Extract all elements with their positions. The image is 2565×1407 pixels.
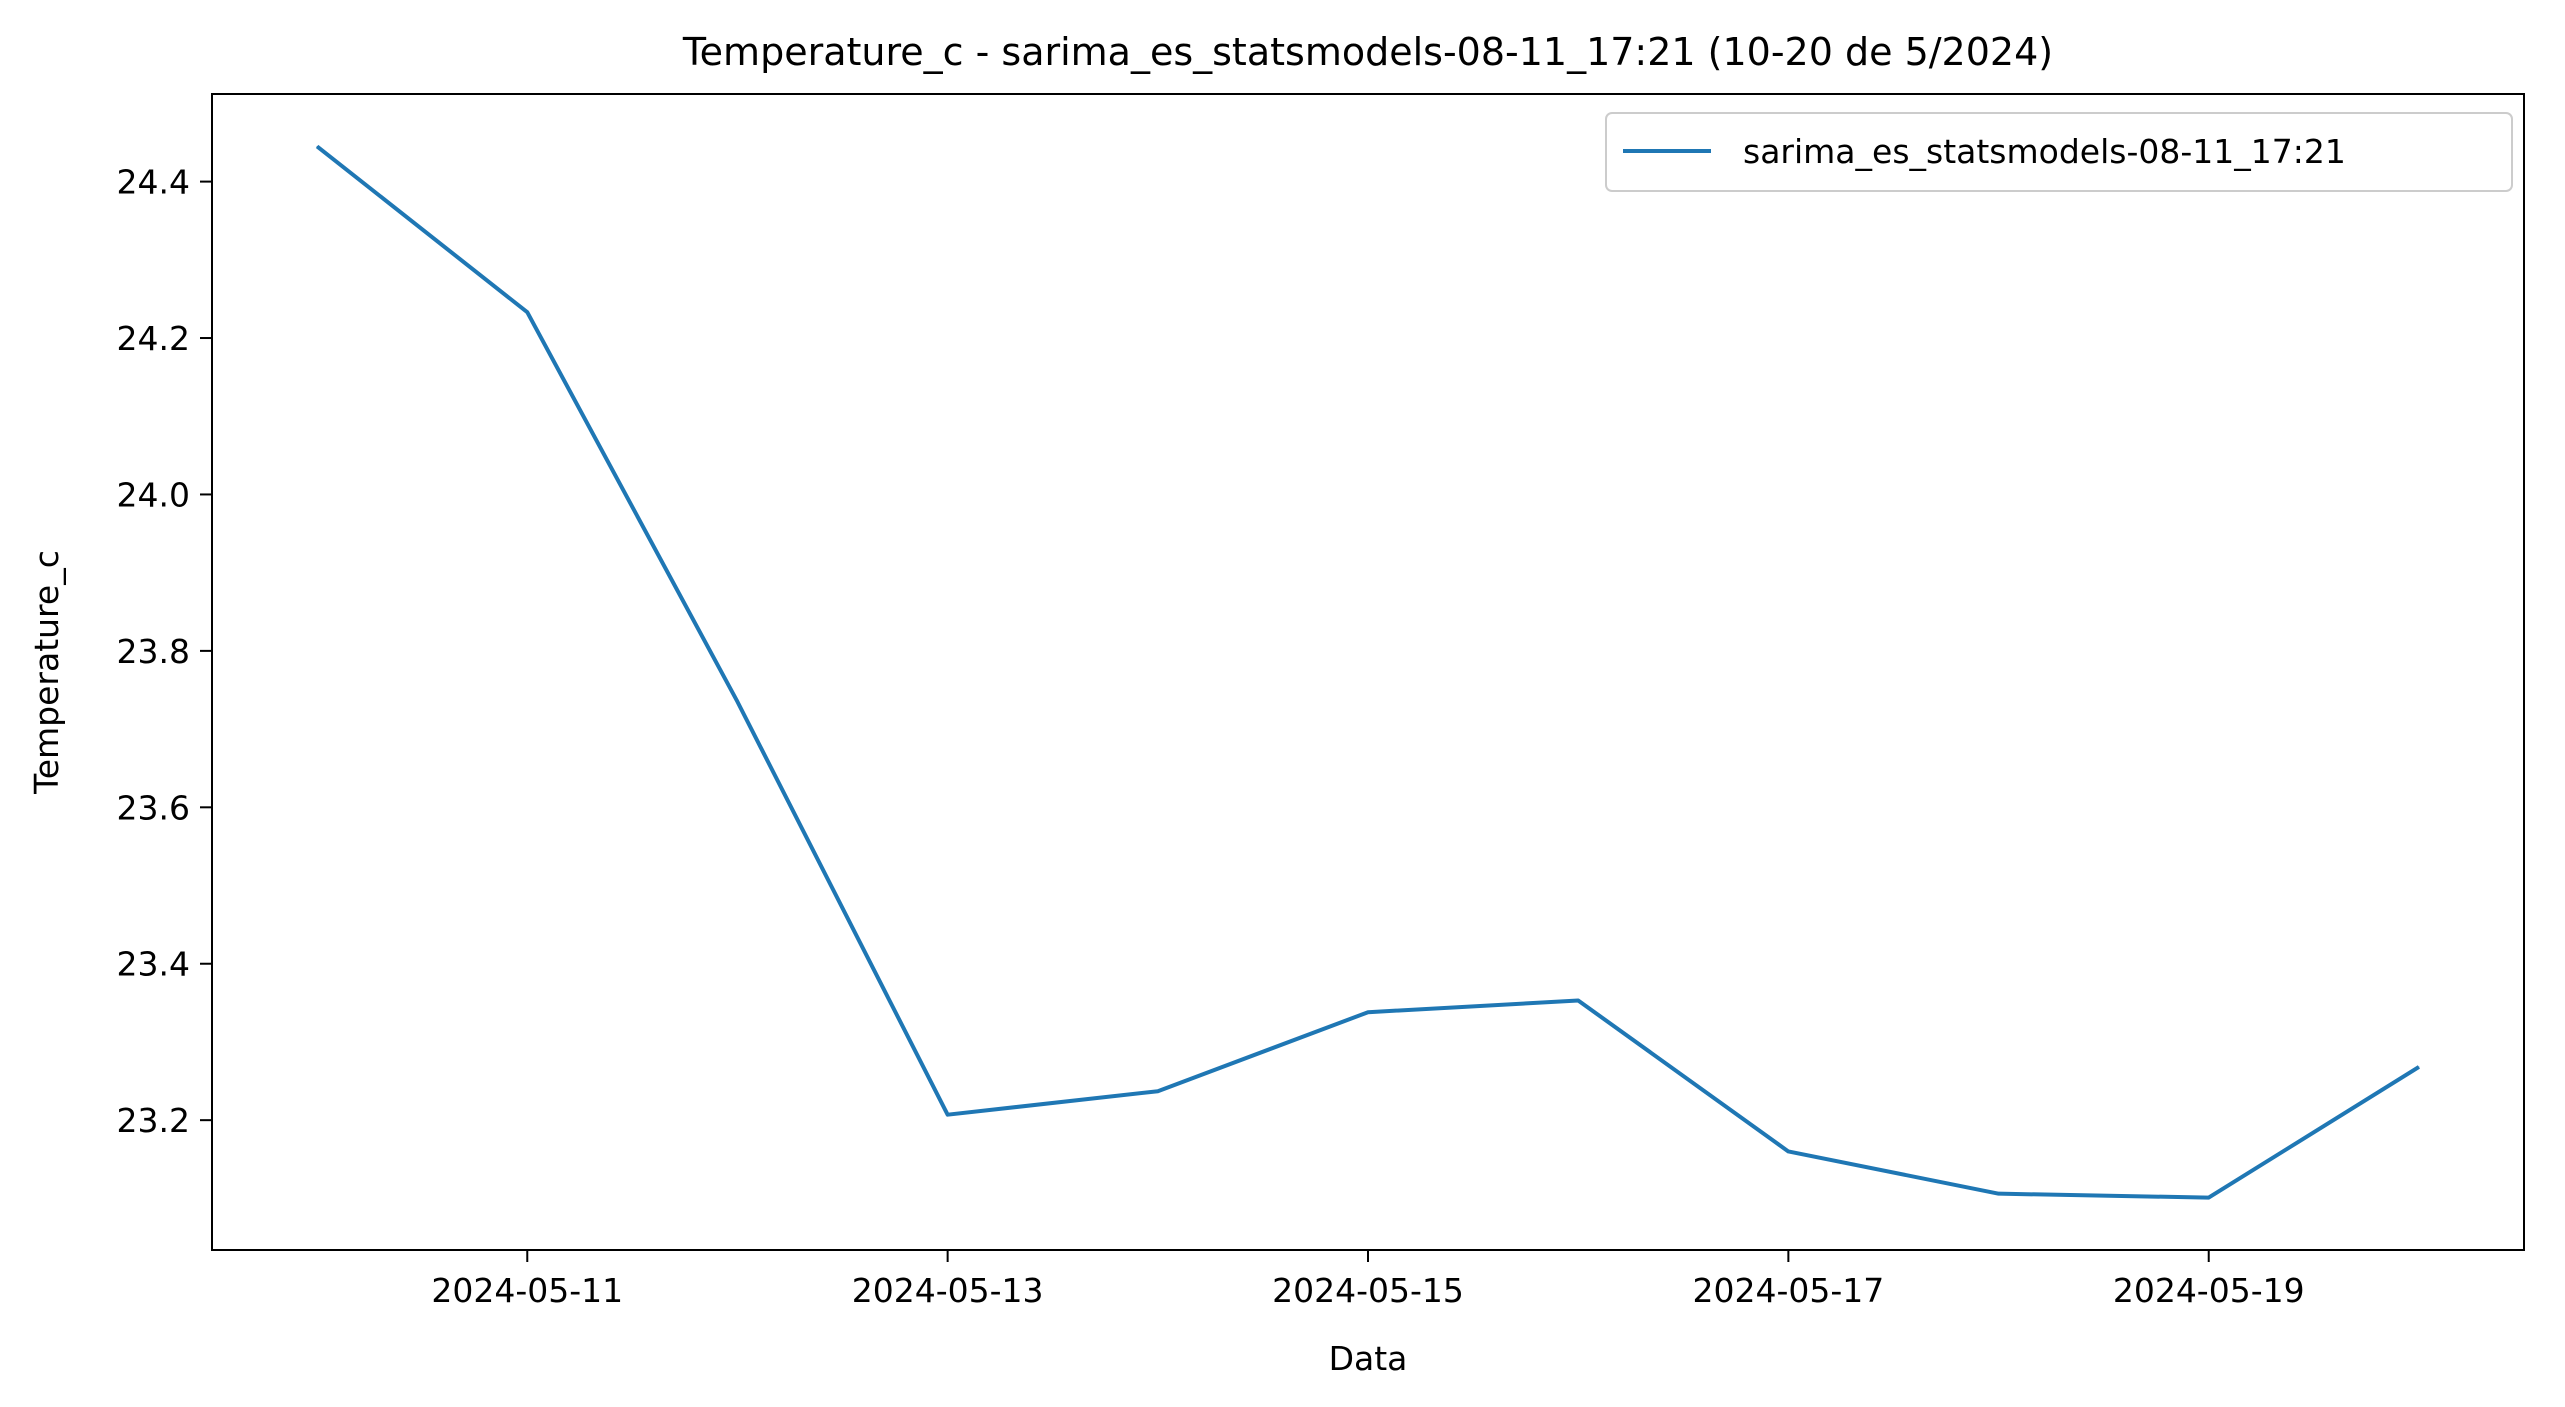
data-point bbox=[736, 701, 738, 703]
y-axis-label: Temperature_c bbox=[27, 550, 66, 795]
x-tick-label: 2024-05-11 bbox=[431, 1271, 623, 1310]
series-layer bbox=[315, 144, 2420, 1200]
data-point bbox=[2208, 1197, 2210, 1199]
x-tick-label: 2024-05-19 bbox=[2113, 1271, 2305, 1310]
x-axis-ticks: 2024-05-11 2024-05-13 2024-05-15 2024-05-17… bbox=[431, 1250, 2305, 1310]
x-tick-label: 2024-05-17 bbox=[1692, 1271, 1884, 1310]
legend-box bbox=[1605, 112, 2513, 192]
data-point bbox=[2418, 1066, 2420, 1068]
y-tick-label: 23.8 bbox=[117, 632, 190, 671]
x-axis-label: Data bbox=[1329, 1339, 1408, 1378]
y-tick-label: 24.0 bbox=[117, 475, 190, 514]
data-point bbox=[1998, 1193, 2000, 1195]
data-point bbox=[1157, 1090, 1159, 1092]
legend-label: sarima_es_statsmodels-08-11_17:21 bbox=[1743, 132, 2346, 171]
data-point bbox=[947, 1114, 949, 1116]
y-tick-label: 24.4 bbox=[117, 163, 190, 202]
legend: sarima_es_statsmodels-08-11_17:21 bbox=[1605, 112, 2513, 192]
y-axis-ticks: 23.2 23.4 23.6 23.8 24.0 24.2 24.4 bbox=[117, 163, 212, 1140]
data-point bbox=[526, 311, 528, 313]
plot-frame bbox=[211, 93, 2525, 1251]
y-tick-label: 23.2 bbox=[117, 1101, 190, 1140]
x-tick-label: 2024-05-13 bbox=[852, 1271, 1044, 1310]
data-point bbox=[316, 145, 318, 147]
chart-title: Temperature_c - sarima_es_statsmodels-08… bbox=[682, 30, 2053, 74]
data-point bbox=[1787, 1150, 1789, 1152]
x-tick-label: 2024-05-15 bbox=[1272, 1271, 1464, 1310]
y-tick-label: 23.4 bbox=[117, 945, 190, 984]
y-tick-label: 24.2 bbox=[117, 319, 190, 358]
data-point bbox=[1577, 999, 1579, 1001]
data-point bbox=[1367, 1011, 1369, 1013]
y-tick-label: 23.6 bbox=[117, 788, 190, 827]
